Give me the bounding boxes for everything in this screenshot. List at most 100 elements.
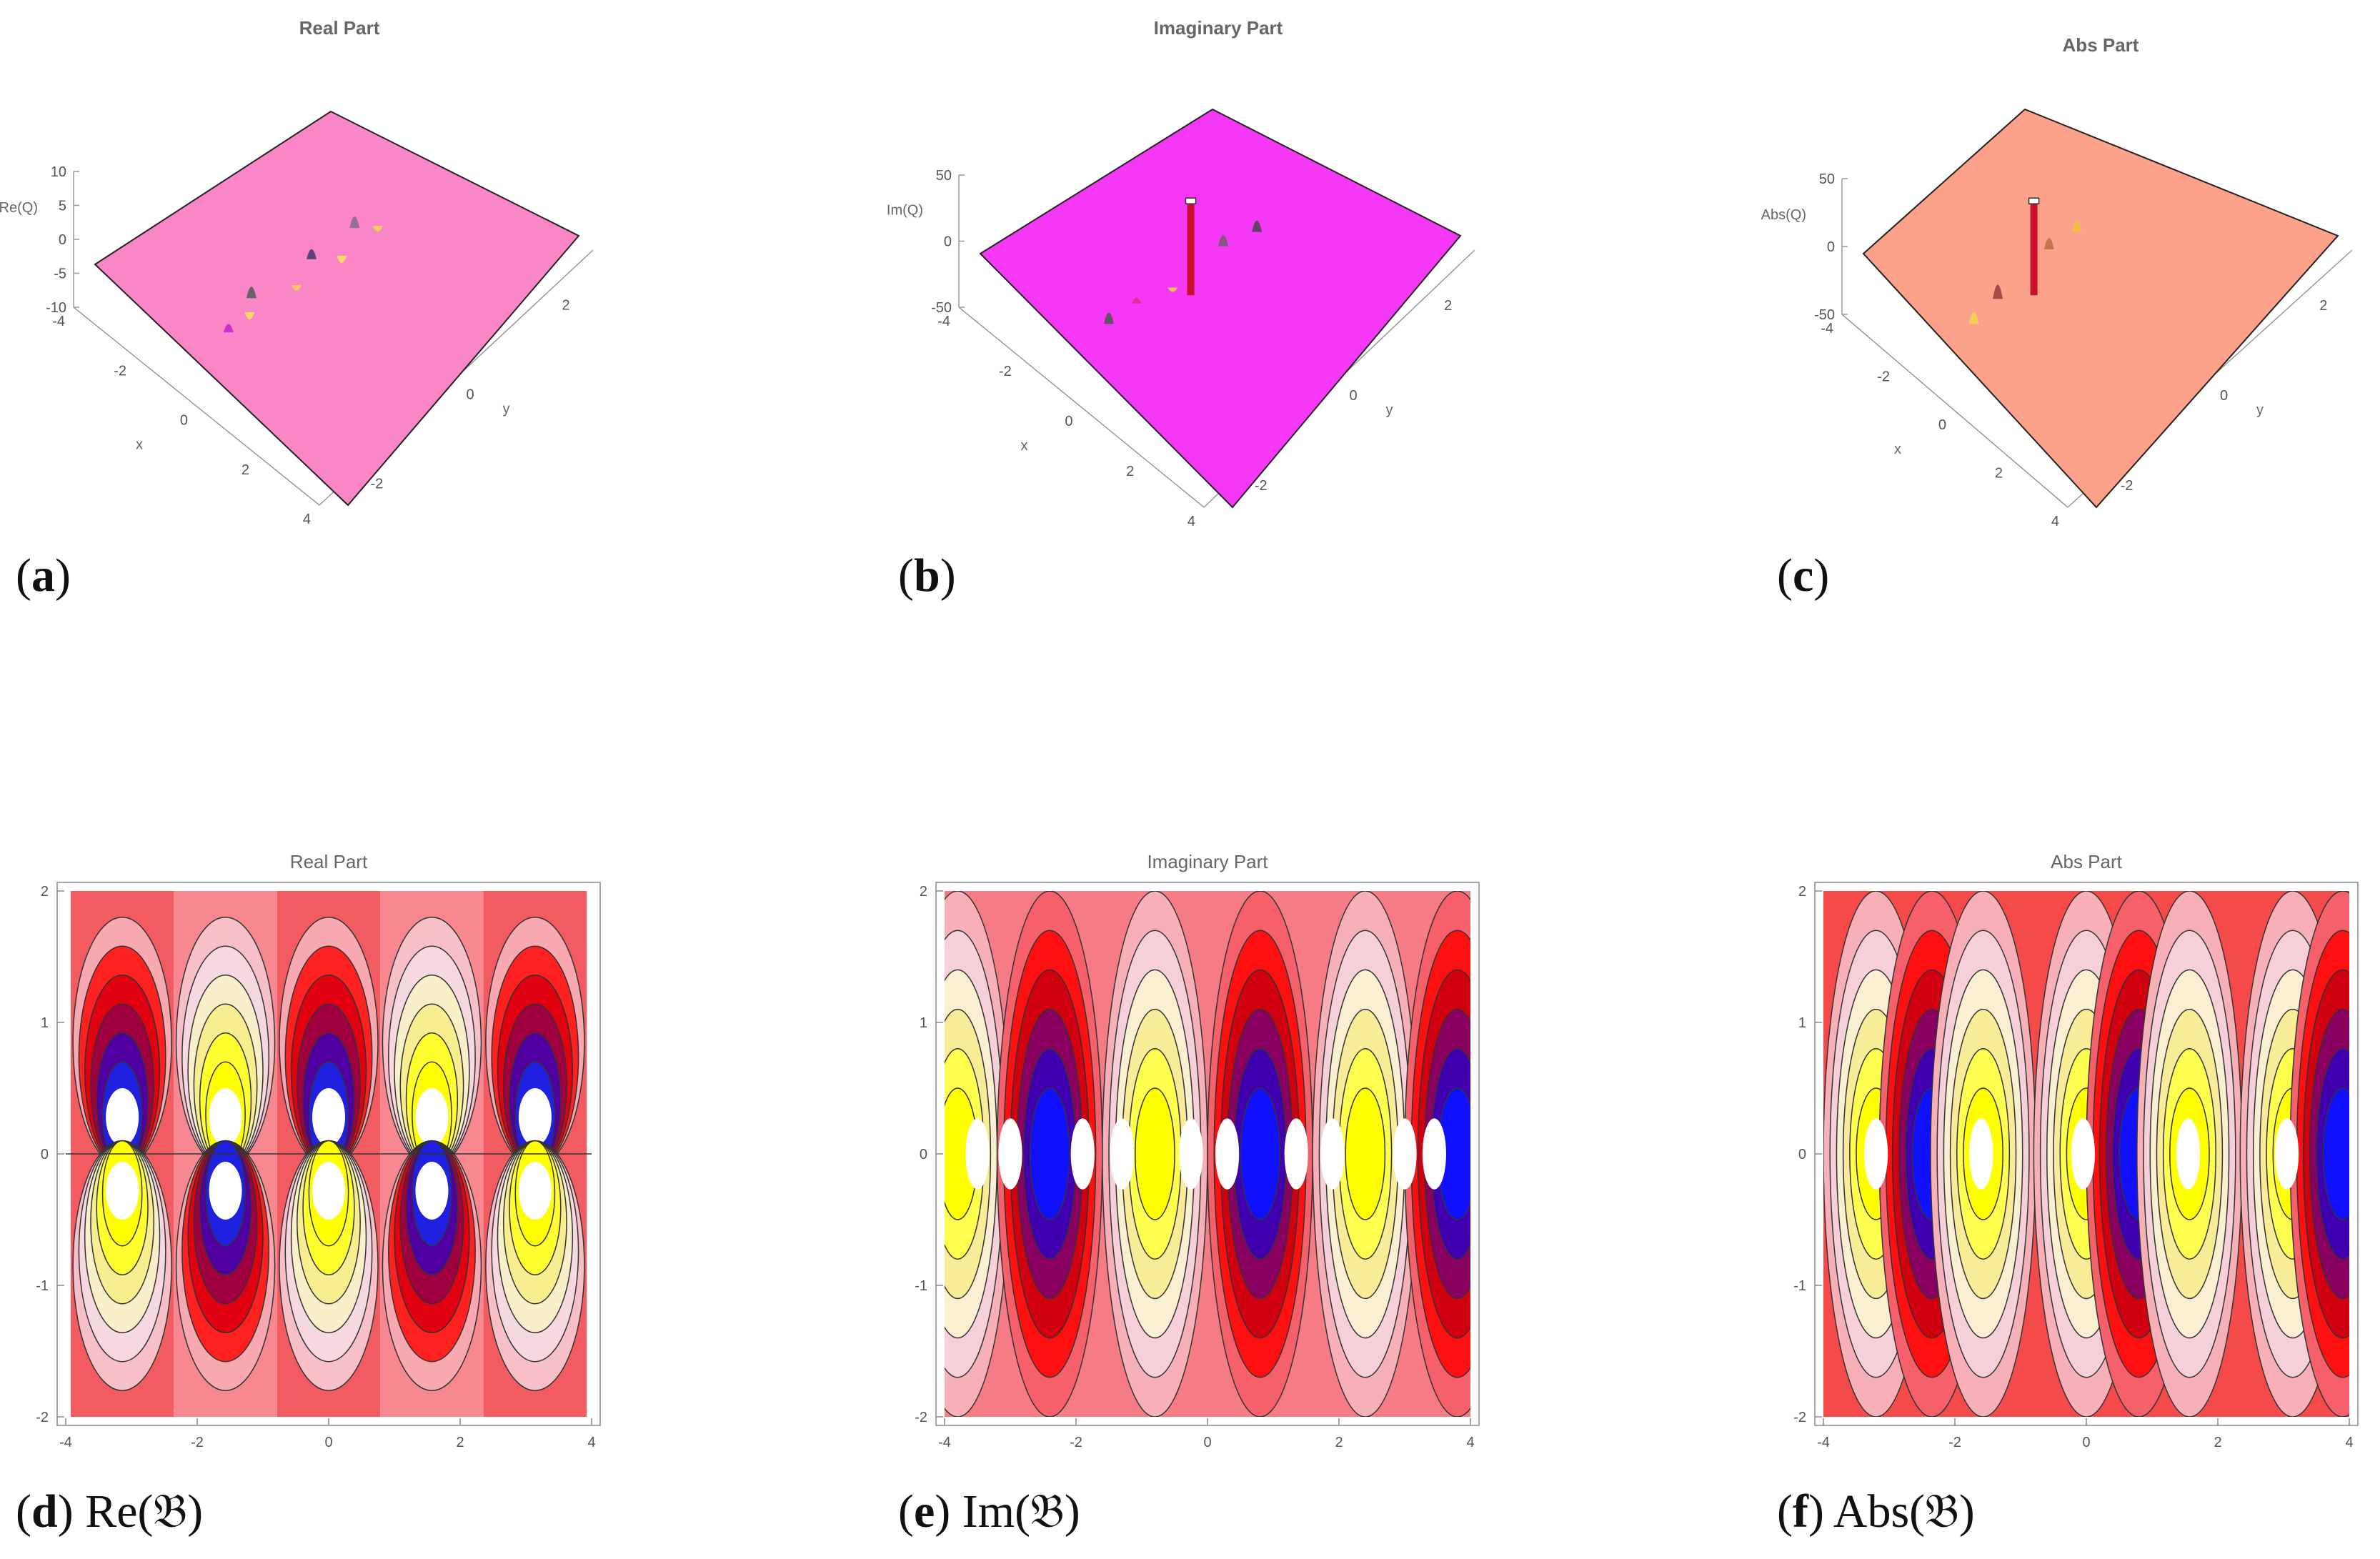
z-tick-label-c: 0	[1827, 239, 1835, 255]
surface-plot-a: Real Part 10 5 0 -5 -10 Re(Q) -4 -2 0 2 4 x -2 0 2 y	[0, 17, 594, 527]
surface-peak-a	[372, 226, 383, 232]
x-tick-label-a: 2	[242, 462, 249, 478]
x-tick-label-e: 0	[1203, 1435, 1211, 1450]
y-tick-label-c: 2	[2319, 298, 2327, 314]
contour-singularity	[518, 1162, 552, 1220]
x-tick-label-f: 2	[2214, 1435, 2221, 1450]
surface-peak-b	[1218, 234, 1229, 246]
z-tick-label-b: -50	[931, 300, 952, 316]
surface-peak-b	[1167, 287, 1178, 292]
surface-peak-a	[292, 284, 302, 291]
x-axis-label-c: x	[1894, 442, 1901, 457]
x-tick-label-b: 0	[1065, 414, 1072, 429]
z-tick-label-b: 0	[944, 234, 952, 250]
x-tick-label-f: -2	[1948, 1435, 1961, 1450]
x-tick-label-f: 4	[2345, 1435, 2353, 1450]
x-tick-label-d: 2	[456, 1435, 464, 1450]
panel-a: Real Part 10 5 0 -5 -10 Re(Q) -4 -2 0 2 4 x -2 0 2 y	[0, 0, 772, 529]
x-tick-label-d: 4	[587, 1435, 595, 1450]
x-tick-label-f: 0	[2082, 1435, 2090, 1450]
contour-singularity	[312, 1162, 345, 1220]
x-tick-label-b: -2	[999, 364, 1012, 379]
contour-singularity	[965, 1118, 990, 1190]
caption-letter-b: b	[913, 549, 940, 602]
contour-singularity	[2071, 1118, 2095, 1190]
x-axis-line-c	[1841, 314, 2068, 508]
title-b: Imaginary Part	[1154, 17, 1283, 39]
y-tick-label-e: 0	[920, 1147, 927, 1162]
x-tick-label-e: 4	[1466, 1435, 1474, 1450]
contour-singularity	[1422, 1118, 1446, 1190]
contour-singularity	[2176, 1118, 2201, 1190]
contour-singularity	[2275, 1118, 2299, 1190]
y-tick-label-c: 0	[2220, 388, 2228, 404]
panel-d: Real Part -4 -2 0 2 4 2 1 0 -1 -2	[0, 843, 643, 1472]
surface-spike-c	[2030, 202, 2038, 296]
title-a: Real Part	[299, 17, 380, 39]
y-tick-label-d: -1	[36, 1278, 49, 1294]
title-e: Imaginary Part	[1147, 851, 1268, 872]
surface-peak-a	[244, 312, 255, 320]
y-tick-label-d: 1	[41, 1015, 49, 1031]
x-tick-label-a: -4	[52, 314, 65, 329]
x-tick-label-e: -4	[938, 1435, 951, 1450]
x-axis-line-b	[958, 307, 1205, 508]
y-tick-label-e: -2	[915, 1410, 927, 1425]
panel-b: Imaginary Part 50 0 -50 Im(Q) -4 -2 0 2 4 x -2 0 2 y	[879, 0, 1593, 529]
contour-plot-d: Real Part -4 -2 0 2 4 2 1 0 -1 -2	[36, 851, 601, 1450]
contour-level	[1135, 1087, 1175, 1220]
contour-singularity	[1215, 1118, 1240, 1190]
y-tick-label-e: -1	[915, 1278, 927, 1294]
caption-text-d: Re(𝔅)	[73, 1485, 204, 1538]
surface-peak-c	[2043, 237, 2054, 249]
contour-singularity	[209, 1162, 242, 1220]
contour-singularity	[1864, 1118, 1888, 1190]
x-tick-label-c: -2	[1877, 369, 1890, 385]
x-tick-label-f: -4	[1817, 1435, 1830, 1450]
z-axis-label-a: Re(Q)	[0, 200, 38, 216]
x-tick-label-b: 2	[1126, 464, 1134, 479]
contour-singularity	[1284, 1118, 1308, 1190]
caption-b: (b)	[898, 549, 956, 602]
surface-peak-c	[1968, 312, 1979, 324]
z-tick-label-c: -50	[1814, 307, 1835, 323]
surface-peak-a	[349, 216, 360, 229]
contour-singularity	[312, 1088, 345, 1146]
z-axis-label-b: Im(Q)	[887, 203, 923, 219]
surface-peak-b	[1103, 312, 1114, 324]
contour-singularity	[1320, 1118, 1345, 1190]
contour-level	[1240, 1087, 1280, 1220]
contour-singularity	[209, 1088, 242, 1146]
contour-plot-e: Imaginary Part -4 -2 0 2 4 2 1 0 -1 -2	[915, 851, 1480, 1450]
title-f: Abs Part	[2051, 851, 2122, 872]
surface-peak-b	[1252, 220, 1263, 232]
surface-a	[94, 110, 580, 507]
x-tick-label-a: 0	[180, 413, 188, 429]
surface-spike-cap-b	[1185, 197, 1197, 204]
contour-singularity	[415, 1162, 449, 1220]
contour-singularity	[518, 1088, 552, 1146]
x-tick-label-c: -4	[1821, 321, 1833, 337]
surface-spike-b	[1187, 202, 1195, 296]
x-tick-label-a: 4	[303, 512, 311, 527]
x-tick-label-b: -4	[937, 314, 950, 329]
z-tick-label-a: 5	[59, 199, 66, 214]
x-tick-label-a: -2	[114, 363, 126, 379]
y-tick-label-b: -2	[1255, 478, 1268, 494]
x-tick-label-d: 0	[324, 1435, 332, 1450]
y-tick-label-a: 0	[467, 387, 474, 403]
contour-singularity	[998, 1118, 1022, 1190]
surface-b	[979, 108, 1462, 509]
surface-peak-a	[246, 287, 257, 299]
y-tick-label-b: 0	[1350, 388, 1358, 404]
y-tick-label-f: 2	[1798, 884, 1806, 900]
surface-peak-a	[223, 324, 234, 333]
panel-e: Imaginary Part -4 -2 0 2 4 2 1 0 -1 -2	[879, 843, 1522, 1472]
x-tick-label-d: -4	[59, 1435, 72, 1450]
y-tick-label-f: -1	[1793, 1278, 1806, 1294]
contour-singularity	[1110, 1118, 1134, 1190]
surface-c	[1862, 108, 2339, 509]
y-tick-label-f: 1	[1798, 1015, 1806, 1031]
surface-peak-a	[337, 256, 347, 264]
contour-singularity	[106, 1162, 139, 1220]
